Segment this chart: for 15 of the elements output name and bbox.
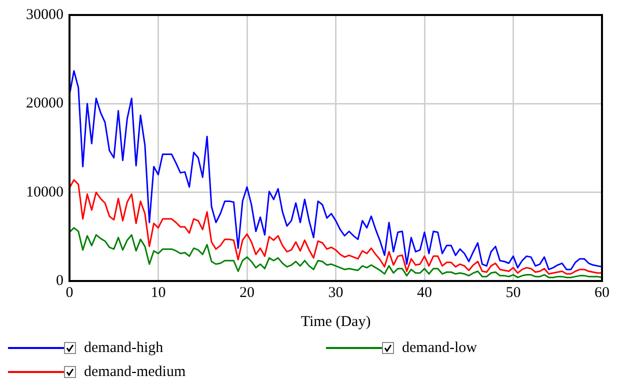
x-axis-title: Time (Day) <box>300 314 371 330</box>
y-tick-label: 0 <box>56 272 64 289</box>
x-tick-label: 20 <box>240 284 254 301</box>
legend-label: demand-low <box>402 340 477 356</box>
y-tick-label: 30000 <box>26 6 64 23</box>
legend-label: demand-high <box>84 340 164 356</box>
y-tick-label: 20000 <box>26 96 64 112</box>
x-tick-label: 50 <box>506 284 521 301</box>
x-tick-label: 40 <box>417 284 432 301</box>
y-tick-label: 10000 <box>26 184 64 200</box>
legend-label: demand-medium <box>84 364 186 380</box>
x-tick-label: 10 <box>150 284 166 301</box>
x-tick-label: 30 <box>328 284 344 301</box>
x-tick-label: 0 <box>66 284 74 301</box>
x-tick-label: 60 <box>594 284 610 301</box>
